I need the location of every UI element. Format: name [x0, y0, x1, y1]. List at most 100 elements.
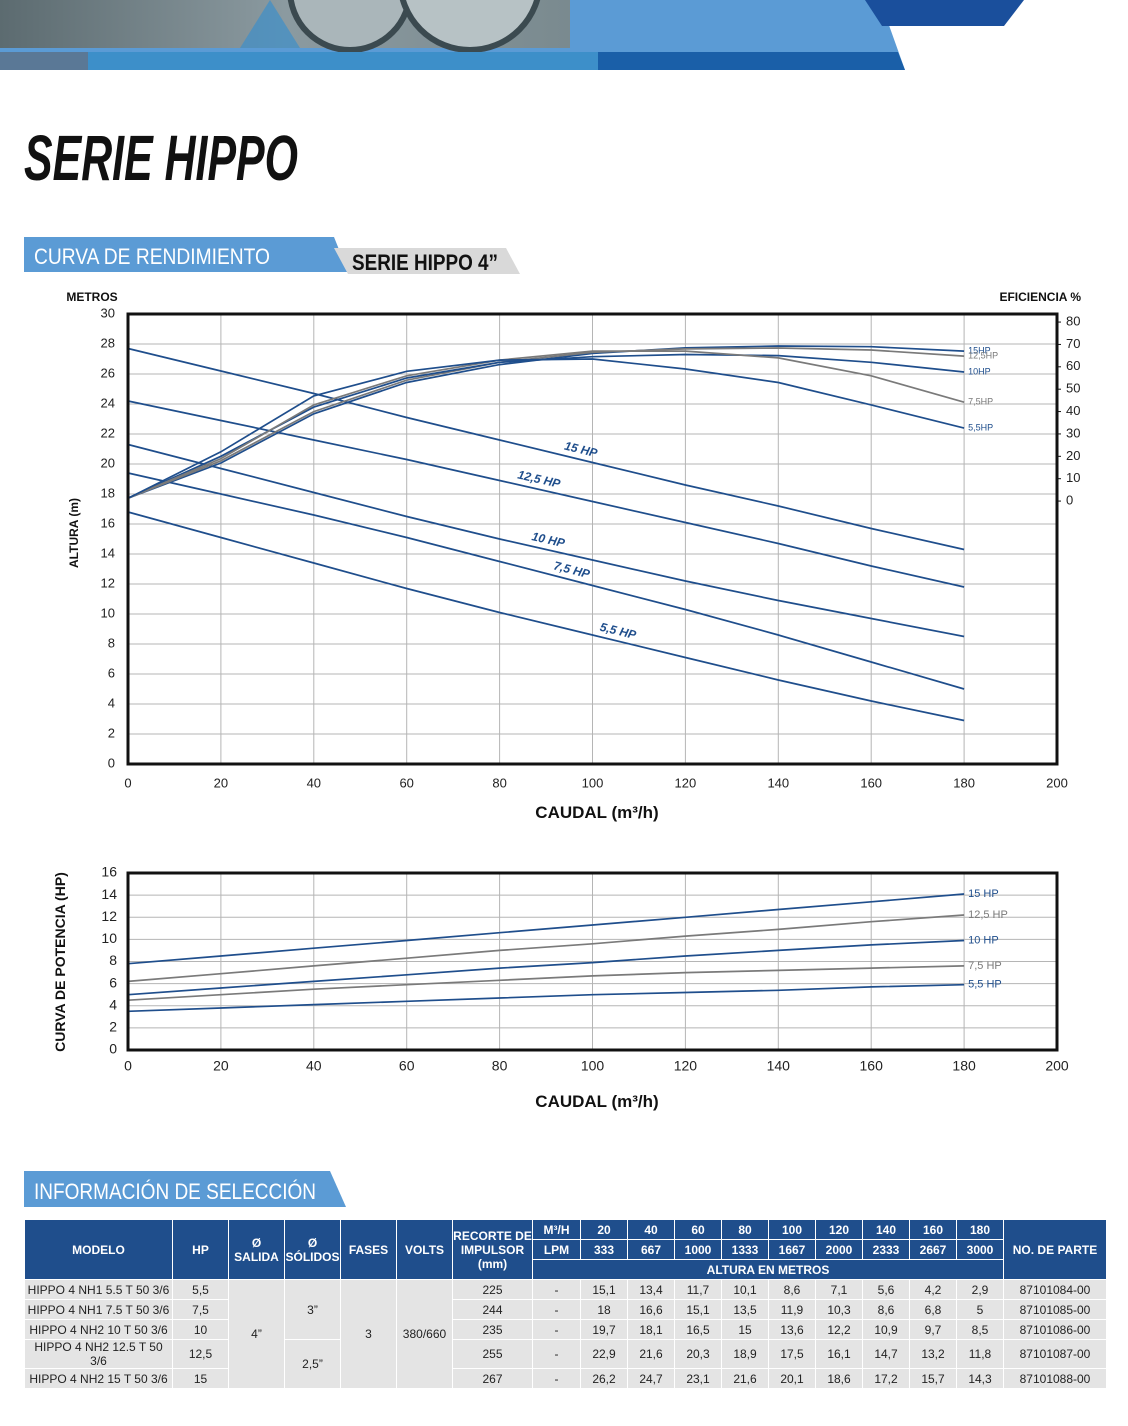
series-line [127, 893, 965, 965]
flow-header: 2667 [909, 1239, 957, 1260]
recorte-cell: 244 [452, 1299, 533, 1320]
y2-tick-label: 80 [1066, 313, 1080, 328]
x-tick-label: 120 [674, 1058, 698, 1074]
banner-corner [865, 0, 1024, 26]
height-cell: 20,1 [768, 1368, 816, 1389]
series-line [127, 400, 965, 588]
recorte-cell: 255 [452, 1339, 533, 1369]
y2-axis-title: EFICIENCIA % [999, 290, 1081, 304]
hp-cell: 5,5 [172, 1279, 229, 1300]
y2-tick-label: 10 [1066, 470, 1080, 485]
height-cell: 13,2 [909, 1339, 957, 1369]
height-cell: 11,7 [674, 1279, 722, 1300]
model-cell: HIPPO 4 NH1 5.5 T 50 3/6 [24, 1279, 173, 1300]
solidos-cell: 2,5” [284, 1339, 341, 1389]
y-tick-label: 8 [109, 952, 117, 968]
flow-header: 3000 [956, 1239, 1004, 1260]
series-line [127, 347, 965, 551]
y-tick-label: 4 [109, 996, 117, 1012]
y2-tick-label: 70 [1066, 336, 1080, 351]
x-tick-label: 140 [767, 1058, 791, 1074]
tab-label: SERIE HIPPO 4” [352, 250, 498, 275]
plot-border [126, 312, 1059, 766]
flow-header: 160 [909, 1219, 957, 1240]
height-cell: 21,6 [721, 1368, 769, 1389]
y-tick-label: 4 [108, 695, 115, 710]
unit-header: M³/H [532, 1219, 581, 1240]
height-cell: 22,9 [580, 1339, 628, 1369]
banner-band [0, 52, 88, 70]
height-cell: 16,1 [815, 1339, 863, 1369]
height-cell: 10,1 [721, 1279, 769, 1300]
fases-cell: 3 [340, 1279, 397, 1389]
series-line [127, 350, 965, 499]
tab [24, 237, 348, 272]
height-cell: 8,6 [768, 1279, 816, 1300]
y-tick-label: 8 [108, 635, 115, 650]
height-cell: 8,5 [956, 1319, 1004, 1340]
column-header: VOLTS [396, 1219, 453, 1280]
series-label: 15 HP [968, 888, 999, 900]
data-row: HIPPO 4 NH2 12.5 T 50 3/6 12,5 2,5” 255-22,… [24, 1339, 1107, 1389]
model-cell: HIPPO 4 NH2 12.5 T 50 3/6 [24, 1339, 173, 1369]
height-cell: 2,9 [956, 1279, 1004, 1300]
pipe [287, 0, 413, 53]
y-tick-label: 16 [101, 864, 117, 880]
x-tick-label: 100 [582, 775, 604, 790]
x-tick-label: 180 [952, 1058, 976, 1074]
x-tick-label: 80 [492, 1058, 508, 1074]
y-tick-label: 6 [109, 974, 117, 990]
y-tick-label: 6 [108, 665, 115, 680]
height-cell: 12,2 [815, 1319, 863, 1340]
y-tick-label: 16 [101, 515, 115, 530]
flow-cell: - [532, 1299, 581, 1320]
height-cell: 15 [721, 1319, 769, 1340]
flow-header: 2333 [862, 1239, 910, 1260]
x-tick-label: 120 [675, 775, 697, 790]
x-tick-label: 20 [213, 1058, 229, 1074]
recorte-cell: 267 [452, 1368, 533, 1389]
flow-header: 100 [768, 1219, 816, 1240]
y-tick-label: 0 [109, 1041, 117, 1057]
x-tick-label: 60 [399, 775, 413, 790]
recorte-cell: 235 [452, 1319, 533, 1340]
header-row: LPM 333 667 1000 1333 1667 2000 2333 2667 3000 [25, 1239, 1107, 1260]
y-tick-label: 20 [101, 455, 115, 470]
x-tick-label: 140 [767, 775, 789, 790]
height-cell: 19,7 [580, 1319, 628, 1340]
flow-header: 120 [815, 1219, 863, 1240]
column-header: RECORTE DE IMPULSOR (mm) [452, 1219, 533, 1280]
height-cell: 9,7 [909, 1319, 957, 1340]
y-axis-label: ALTURA (m) [67, 498, 81, 568]
height-cell: 10,3 [815, 1299, 863, 1320]
x-tick-label: 200 [1045, 1058, 1069, 1074]
height-cell: 7,1 [815, 1279, 863, 1300]
height-cell: 17,5 [768, 1339, 816, 1369]
height-cell: 15,1 [674, 1299, 722, 1320]
banner-band [598, 52, 905, 70]
header-row: MODELO HP Ø SALIDA Ø SÓLIDOS FASES VOLTS RECOR… [24, 1219, 1107, 1280]
flow-cell: - [532, 1368, 581, 1389]
x-tick-label: 160 [860, 775, 882, 790]
y-tick-label: 10 [101, 605, 115, 620]
x-tick-label: 60 [399, 1058, 415, 1074]
salida-cell: 4” [228, 1279, 285, 1389]
y-tick-label: 14 [101, 886, 117, 902]
data-row: HIPPO 4 NH1 5.5 T 50 3/6 5,5 4” 3” 3 380/660 2… [24, 1279, 1107, 1389]
x-tick-label: 40 [307, 775, 321, 790]
y2-tick-label: 20 [1066, 448, 1080, 463]
model-cell: HIPPO 4 NH2 10 T 50 3/6 [24, 1319, 173, 1340]
height-cell: 18,6 [815, 1368, 863, 1389]
series-label: 7,5 HP [968, 960, 1002, 972]
banner-band [88, 52, 598, 70]
page-title: SERIE HIPPO [24, 122, 298, 194]
height-cell: 13,5 [721, 1299, 769, 1320]
height-cell: 11,9 [768, 1299, 816, 1320]
y2-tick-label: 50 [1066, 381, 1080, 396]
height-cell: 11,8 [956, 1339, 1004, 1369]
x-axis-label: CAUDAL (m³/h) [535, 1092, 658, 1111]
y-tick-label: 30 [101, 305, 115, 320]
header-row: ALTURA EN METROS [25, 1259, 1107, 1280]
selection-table: MODELO HP Ø SALIDA Ø SÓLIDOS FASES VOLTS RECOR… [24, 1219, 1107, 1389]
